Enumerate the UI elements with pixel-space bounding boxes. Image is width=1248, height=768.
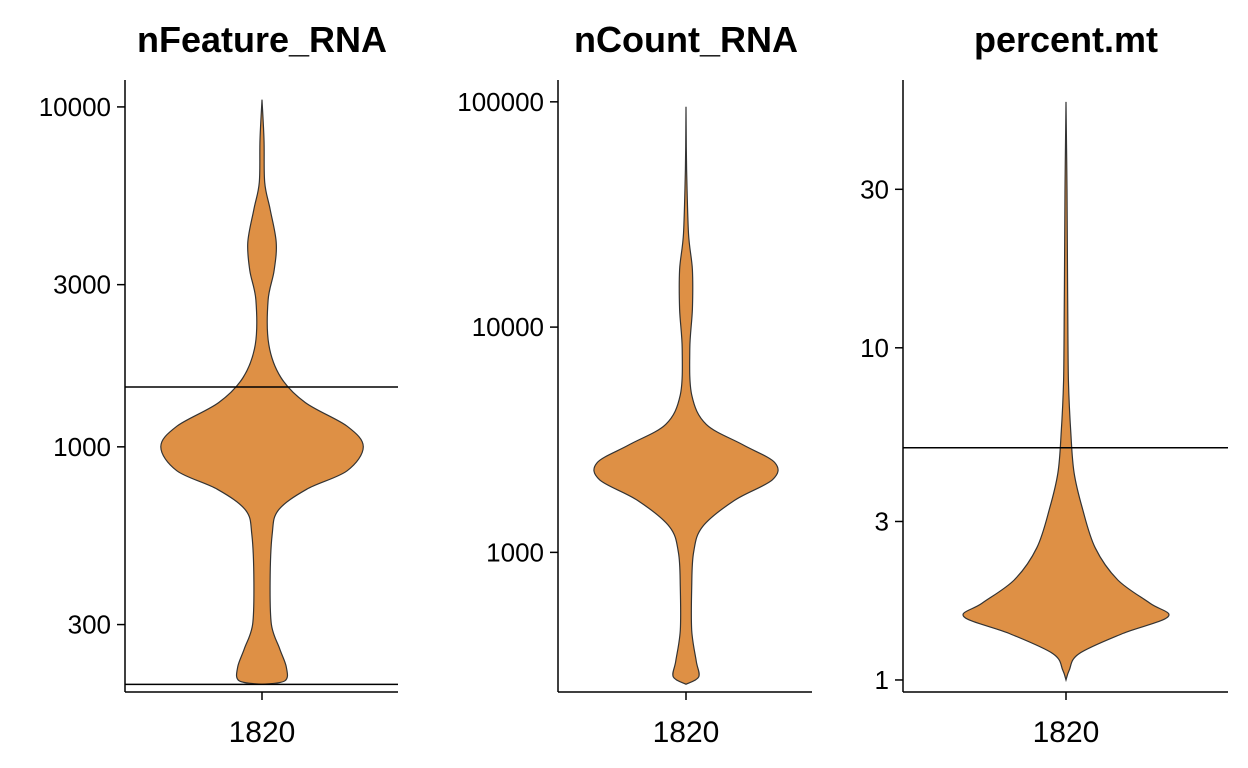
panel-nfeature: nFeature_RNA 300 1000 3000 10000 1820	[39, 19, 398, 749]
y-tick-label: 3000	[53, 270, 111, 300]
panel-title: nCount_RNA	[574, 19, 798, 60]
y-tick-label: 3	[875, 506, 889, 536]
panel-title: percent.mt	[974, 19, 1158, 60]
y-tick-label: 30	[860, 174, 889, 204]
y-ticks: 1 3 10 30	[860, 174, 903, 695]
y-tick-label: 1000	[53, 432, 111, 462]
panel-percent-mt: percent.mt 1 3 10 30 1820	[860, 19, 1228, 749]
y-ticks: 1000 10000 100000	[457, 87, 558, 567]
y-tick-label: 1000	[486, 537, 544, 567]
violin-shape	[593, 106, 779, 685]
threshold-lines	[125, 386, 398, 686]
panel-ncount: nCount_RNA 1000 10000 100000 1820	[457, 19, 812, 749]
panel-title: nFeature_RNA	[137, 19, 387, 60]
violin-shape	[160, 99, 364, 686]
x-tick-label: 1820	[653, 716, 720, 749]
y-ticks: 300 1000 3000 10000	[39, 92, 125, 640]
y-tick-label: 10000	[472, 312, 544, 342]
x-tick-label: 1820	[1033, 716, 1100, 749]
y-tick-label: 10	[860, 333, 889, 363]
violin-shape	[962, 101, 1170, 683]
y-tick-label: 100000	[457, 87, 544, 117]
x-tick-label: 1820	[229, 716, 296, 749]
y-tick-label: 1	[875, 665, 889, 695]
y-tick-label: 10000	[39, 92, 111, 122]
y-tick-label: 300	[68, 610, 111, 640]
